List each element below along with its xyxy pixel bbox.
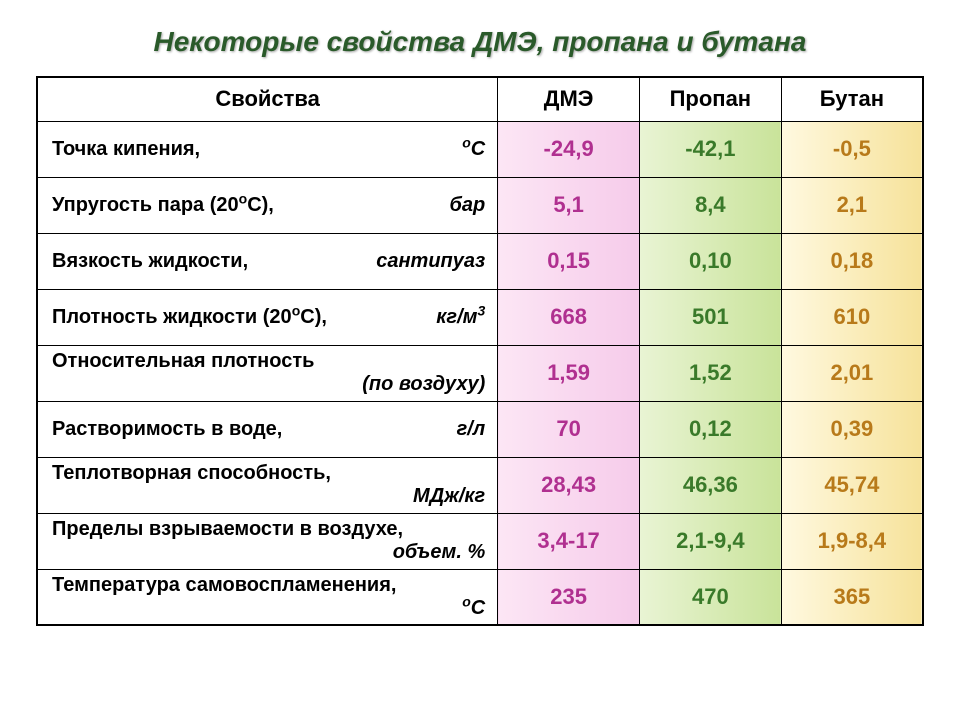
table-row: Пределы взрываемости в воздухе,объем. %3…: [37, 513, 923, 569]
property-cell: Плотность жидкости (20оС), кг/м3: [37, 289, 498, 345]
property-cell: Растворимость в воде, г/л: [37, 401, 498, 457]
value-cell-butane: 2,01: [781, 345, 923, 401]
property-unit: оС: [462, 138, 485, 161]
value-cell-propane: 501: [639, 289, 781, 345]
property-cell: Относительная плотность(по воздуху): [37, 345, 498, 401]
table-row: Точка кипения, оС -24,9-42,1-0,5: [37, 121, 923, 177]
table-row: Теплотворная способность,МДж/кг28,4346,3…: [37, 457, 923, 513]
table-row: Растворимость в воде, г/л 700,120,39: [37, 401, 923, 457]
table-header-row: Свойства ДМЭ Пропан Бутан: [37, 77, 923, 121]
property-unit: г/л: [457, 418, 486, 441]
property-cell: Вязкость жидкости, сантипуаз: [37, 233, 498, 289]
value-cell-butane: 45,74: [781, 457, 923, 513]
property-unit: бар: [450, 194, 486, 217]
value-cell-dme: 235: [498, 569, 640, 625]
property-label: Относительная плотность: [52, 350, 314, 372]
table-row: Плотность жидкости (20оС), кг/м3 668501610: [37, 289, 923, 345]
value-cell-butane: 610: [781, 289, 923, 345]
value-cell-butane: 0,39: [781, 401, 923, 457]
properties-table: Свойства ДМЭ Пропан Бутан Точка кипения,…: [36, 76, 924, 626]
value-cell-propane: 0,10: [639, 233, 781, 289]
table-row: Упругость пара (20оС), бар 5,18,42,1: [37, 177, 923, 233]
value-cell-dme: 0,15: [498, 233, 640, 289]
property-unit: кг/м3: [436, 306, 485, 329]
value-cell-propane: 470: [639, 569, 781, 625]
property-unit: МДж/кг: [52, 485, 485, 508]
property-unit: объем. %: [52, 541, 485, 564]
value-cell-butane: -0,5: [781, 121, 923, 177]
value-cell-butane: 2,1: [781, 177, 923, 233]
col-header-dme: ДМЭ: [498, 77, 640, 121]
value-cell-dme: 1,59: [498, 345, 640, 401]
col-header-butane: Бутан: [781, 77, 923, 121]
property-cell: Пределы взрываемости в воздухе,объем. %: [37, 513, 498, 569]
value-cell-butane: 0,18: [781, 233, 923, 289]
property-cell: Упругость пара (20оС), бар: [37, 177, 498, 233]
property-label: Теплотворная способность,: [52, 462, 331, 484]
property-unit: (по воздуху): [52, 373, 485, 396]
value-cell-propane: 46,36: [639, 457, 781, 513]
col-header-propane: Пропан: [639, 77, 781, 121]
value-cell-propane: -42,1: [639, 121, 781, 177]
property-unit: оС: [52, 597, 485, 620]
property-cell: Точка кипения, оС: [37, 121, 498, 177]
property-label: Пределы взрываемости в воздухе,: [52, 518, 403, 540]
value-cell-dme: 28,43: [498, 457, 640, 513]
value-cell-dme: 70: [498, 401, 640, 457]
value-cell-dme: 5,1: [498, 177, 640, 233]
col-header-property: Свойства: [37, 77, 498, 121]
table-row: Вязкость жидкости, сантипуаз 0,150,100,18: [37, 233, 923, 289]
property-cell: Температура самовоспламенения,оС: [37, 569, 498, 625]
value-cell-propane: 1,52: [639, 345, 781, 401]
page-title: Некоторые свойства ДМЭ, пропана и бутана: [36, 26, 924, 58]
value-cell-propane: 0,12: [639, 401, 781, 457]
table-row: Температура самовоспламенения,оС23547036…: [37, 569, 923, 625]
property-label: Вязкость жидкости,: [52, 250, 248, 272]
value-cell-dme: -24,9: [498, 121, 640, 177]
property-unit: сантипуаз: [376, 250, 485, 273]
property-label: Упругость пара (20оС),: [52, 194, 274, 216]
value-cell-dme: 668: [498, 289, 640, 345]
value-cell-dme: 3,4-17: [498, 513, 640, 569]
property-cell: Теплотворная способность,МДж/кг: [37, 457, 498, 513]
property-label: Точка кипения,: [52, 138, 200, 160]
page-root: Некоторые свойства ДМЭ, пропана и бутана…: [0, 0, 960, 720]
property-label: Растворимость в воде,: [52, 418, 282, 440]
table-body: Точка кипения,оС-24,9-42,1-0,5Упругость …: [37, 121, 923, 625]
value-cell-propane: 2,1-9,4: [639, 513, 781, 569]
property-label: Температура самовоспламенения,: [52, 574, 396, 596]
table-row: Относительная плотность(по воздуху)1,591…: [37, 345, 923, 401]
value-cell-butane: 1,9-8,4: [781, 513, 923, 569]
property-label: Плотность жидкости (20оС),: [52, 306, 327, 328]
value-cell-propane: 8,4: [639, 177, 781, 233]
value-cell-butane: 365: [781, 569, 923, 625]
